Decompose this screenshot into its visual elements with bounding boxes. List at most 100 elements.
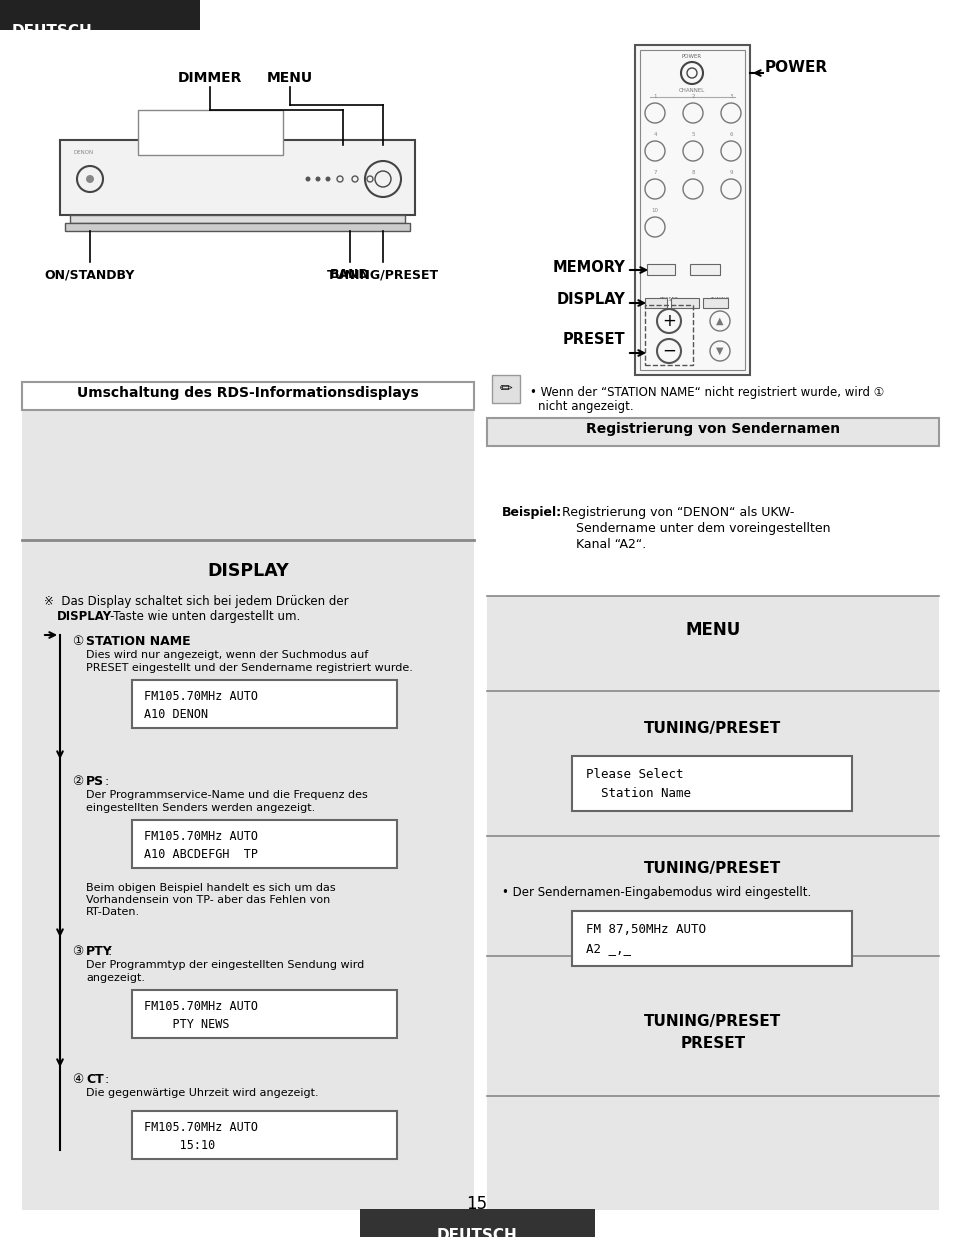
Text: A10 ABCDEFGH  TP: A10 ABCDEFGH TP <box>144 849 257 861</box>
Text: 7: 7 <box>653 169 656 174</box>
Text: :: : <box>101 776 110 788</box>
Text: 10: 10 <box>651 208 658 213</box>
Bar <box>132 820 396 868</box>
Text: TUNING/PRESET: TUNING/PRESET <box>643 721 781 736</box>
Text: DISPLAY: DISPLAY <box>556 292 624 308</box>
Bar <box>138 110 283 155</box>
Text: 6: 6 <box>728 132 732 137</box>
Text: ※  Das Display schaltet sich bei jedem Drücken der: ※ Das Display schaltet sich bei jedem Dr… <box>44 595 348 609</box>
Text: ②: ② <box>71 776 83 788</box>
Text: ①: ① <box>71 635 83 648</box>
Text: • Wenn der “STATION NAME“ nicht registriert wurde, wird ①: • Wenn der “STATION NAME“ nicht registri… <box>530 386 883 400</box>
Text: ③: ③ <box>71 945 83 957</box>
Text: MEMORY: MEMORY <box>552 260 624 275</box>
Text: DENON: DENON <box>74 150 94 155</box>
Bar <box>644 298 666 308</box>
Text: BAND: BAND <box>708 299 720 303</box>
Bar <box>689 263 720 275</box>
Text: Beim obigen Beispiel handelt es sich um das: Beim obigen Beispiel handelt es sich um … <box>86 883 335 893</box>
Text: DISPLAY: DISPLAY <box>207 562 289 580</box>
Text: -Taste wie unten dargestellt um.: -Taste wie unten dargestellt um. <box>110 610 300 623</box>
Text: 15:10: 15:10 <box>144 1139 215 1152</box>
Bar <box>646 263 675 275</box>
Text: PRESET: PRESET <box>679 1037 745 1051</box>
Text: BAND: BAND <box>330 268 370 281</box>
Text: DEUTSCH: DEUTSCH <box>12 24 92 40</box>
Text: Der Programmservice-Name und die Frequenz des: Der Programmservice-Name und die Frequen… <box>86 790 367 800</box>
Bar <box>70 215 405 223</box>
Text: 8: 8 <box>691 169 694 174</box>
Text: ON/STANDBY: ON/STANDBY <box>45 268 135 281</box>
Text: ▼: ▼ <box>716 346 723 356</box>
Text: PRESET: PRESET <box>561 333 624 348</box>
Text: • Der Sendernamen-Eingabemodus wird eingestellt.: • Der Sendernamen-Eingabemodus wird eing… <box>501 886 810 899</box>
Text: eingestellten Senders werden angezeigt.: eingestellten Senders werden angezeigt. <box>86 803 314 813</box>
Text: TUNING: TUNING <box>710 297 729 302</box>
Text: :: : <box>104 945 112 957</box>
Bar <box>670 298 699 308</box>
Bar <box>65 223 410 231</box>
Text: FM105.70MHz AUTO: FM105.70MHz AUTO <box>144 830 257 842</box>
Text: 2: 2 <box>691 94 694 99</box>
Text: FM 87,50MHz AUTO: FM 87,50MHz AUTO <box>585 923 705 936</box>
Text: 15: 15 <box>466 1195 487 1213</box>
Text: ▲: ▲ <box>716 315 723 327</box>
Text: MEMORY: MEMORY <box>650 265 671 270</box>
Bar <box>22 409 474 1210</box>
Text: CT: CT <box>86 1072 104 1086</box>
Text: POWER: POWER <box>764 59 827 74</box>
Text: TUNING/PRESET: TUNING/PRESET <box>643 1014 781 1029</box>
Text: 4: 4 <box>653 132 656 137</box>
Text: 1: 1 <box>653 94 656 99</box>
Bar <box>644 306 692 365</box>
Bar <box>639 49 744 370</box>
Text: A10 DENON: A10 DENON <box>144 708 208 721</box>
Text: PRESET: PRESET <box>659 297 678 302</box>
Text: PS: PS <box>86 776 104 788</box>
Text: 9: 9 <box>728 169 732 174</box>
Text: Station Name: Station Name <box>585 787 690 800</box>
Circle shape <box>86 174 94 183</box>
Text: ④: ④ <box>71 1072 83 1086</box>
Text: CHANNEL: CHANNEL <box>679 88 704 93</box>
Text: AUTO
MEM: AUTO MEM <box>679 299 690 308</box>
Text: DEUTSCH: DEUTSCH <box>436 1228 517 1237</box>
Circle shape <box>325 177 330 182</box>
Circle shape <box>315 177 320 182</box>
Bar <box>572 910 851 966</box>
Text: Please Select: Please Select <box>585 768 682 781</box>
Text: Registrierung von Sendernamen: Registrierung von Sendernamen <box>585 422 840 435</box>
Text: Sendername unter dem voreingestellten: Sendername unter dem voreingestellten <box>576 522 830 534</box>
Text: FM105.70MHz AUTO: FM105.70MHz AUTO <box>144 999 257 1013</box>
Text: Der Programmtyp der eingestellten Sendung wird: Der Programmtyp der eingestellten Sendun… <box>86 960 364 970</box>
Text: +: + <box>661 312 676 330</box>
Text: Dies wird nur angezeigt, wenn der Suchmodus auf: Dies wird nur angezeigt, wenn der Suchmo… <box>86 649 368 661</box>
Text: STATION NAME: STATION NAME <box>86 635 191 648</box>
Bar <box>22 382 474 409</box>
Text: 5: 5 <box>691 132 694 137</box>
Text: MENU: MENU <box>684 621 740 640</box>
Text: nicht angezeigt.: nicht angezeigt. <box>537 400 633 413</box>
Text: FM105.70MHz AUTO: FM105.70MHz AUTO <box>144 690 257 703</box>
Text: ✏: ✏ <box>499 381 512 397</box>
Text: FM105.70MHz AUTO: FM105.70MHz AUTO <box>144 1121 257 1134</box>
Text: PRESET eingestellt und der Sendername registriert wurde.: PRESET eingestellt und der Sendername re… <box>86 663 413 673</box>
Text: 3: 3 <box>728 94 732 99</box>
Text: S·F1: S·F1 <box>699 265 709 270</box>
Text: :: : <box>182 635 190 648</box>
Bar <box>60 140 415 215</box>
Text: angezeigt.: angezeigt. <box>86 974 145 983</box>
Bar <box>132 680 396 729</box>
Circle shape <box>305 177 310 182</box>
Text: PTY: PTY <box>86 945 112 957</box>
Bar <box>0 0 200 30</box>
Text: TUNING/PRESET: TUNING/PRESET <box>327 268 438 281</box>
Text: DIMMER: DIMMER <box>177 71 242 85</box>
Text: RT-Daten.: RT-Daten. <box>86 907 140 917</box>
Text: Die gegenwärtige Uhrzeit wird angezeigt.: Die gegenwärtige Uhrzeit wird angezeigt. <box>86 1089 318 1098</box>
Bar <box>572 756 851 811</box>
Bar <box>132 990 396 1038</box>
Bar <box>132 1111 396 1159</box>
Text: PTY NEWS: PTY NEWS <box>144 1018 230 1030</box>
Bar <box>635 45 749 375</box>
